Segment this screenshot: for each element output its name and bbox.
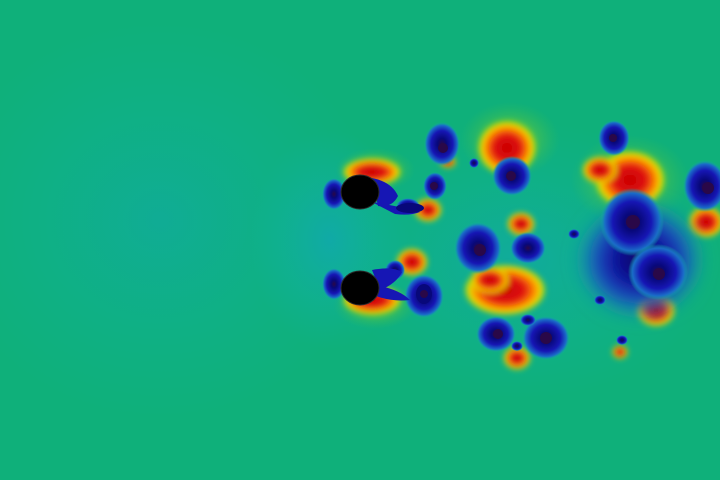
- red-blob: [612, 345, 628, 359]
- blue-vortex: [511, 341, 523, 351]
- cylinders: [340, 174, 380, 306]
- blue-vortex: [322, 178, 346, 210]
- blue-vortex: [616, 335, 628, 345]
- vortex-cores: [420, 134, 714, 344]
- vortex-core: [653, 268, 665, 280]
- blue-vortex: [469, 158, 479, 168]
- vortex-core: [540, 332, 552, 344]
- vortex-core: [506, 171, 516, 181]
- vortex-core: [626, 215, 640, 229]
- vortex-core: [702, 182, 714, 194]
- vortex-core: [474, 244, 486, 256]
- red-blob: [414, 198, 442, 222]
- red-blob: [688, 206, 720, 238]
- blue-vortex: [683, 160, 720, 212]
- blue-vortex: [520, 314, 536, 326]
- blue-vortex: [510, 232, 546, 264]
- blue-vortex: [594, 295, 606, 305]
- lower-shear-layer-top: [372, 268, 402, 290]
- shear-vortex-core: [396, 203, 424, 213]
- red-blob: [503, 346, 531, 370]
- vortex-core: [430, 182, 438, 190]
- blue-vortex: [568, 229, 580, 239]
- upper-cylinder: [340, 174, 380, 210]
- lower-cylinder: [340, 270, 380, 306]
- upper-shear-layer-top: [372, 178, 398, 207]
- shear-layers: [372, 178, 432, 304]
- red-blob: [507, 212, 535, 236]
- lower-shear-layer-bottom: [376, 286, 410, 301]
- red-blob: [582, 156, 618, 184]
- vortex-core: [493, 329, 503, 339]
- vortex-core: [609, 134, 617, 142]
- vortex-core: [438, 143, 448, 153]
- blue-vortex: [322, 268, 346, 300]
- vortex-core: [420, 290, 428, 298]
